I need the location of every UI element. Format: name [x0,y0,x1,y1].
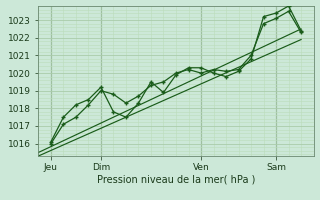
X-axis label: Pression niveau de la mer( hPa ): Pression niveau de la mer( hPa ) [97,175,255,185]
